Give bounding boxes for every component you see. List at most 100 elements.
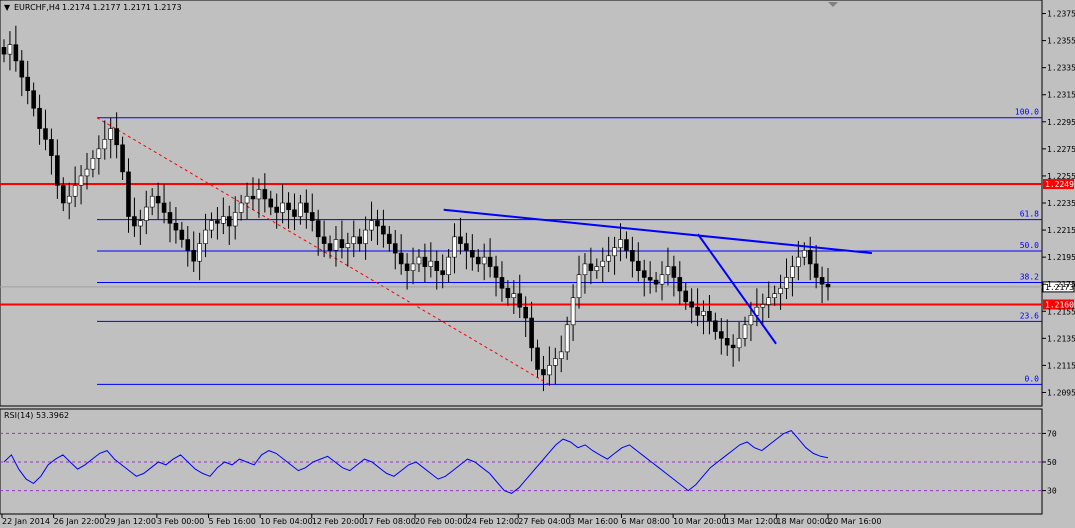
candle-body — [801, 250, 807, 258]
time-tick-label: 3 Mar 16:00 — [570, 517, 618, 526]
time-tick-label: 18 Mar 00:00 — [776, 517, 829, 526]
candle-body — [250, 195, 256, 200]
candle-body — [653, 279, 659, 285]
price-tick-label: 1.2215 — [1047, 226, 1075, 235]
candle-body — [671, 266, 677, 278]
candle-body — [232, 212, 238, 227]
candle-body — [66, 195, 72, 204]
candle-body — [541, 369, 546, 376]
candle-body — [102, 139, 108, 150]
time-tick-label: 10 Mar 20:00 — [673, 517, 726, 526]
candle-body — [7, 44, 13, 55]
time-tick-label: 26 Jan 22:00 — [54, 517, 105, 526]
candle-body — [784, 277, 789, 289]
candle-body — [327, 243, 333, 251]
price-tick-label: 1.2255 — [1047, 172, 1075, 181]
candle-body — [446, 256, 451, 276]
candle-body — [72, 185, 78, 197]
candle-body — [31, 90, 36, 109]
price-panel-bg — [0, 0, 1043, 407]
fib-level-label: 23.6 — [1020, 311, 1039, 320]
rsi-panel-bg — [0, 408, 1043, 515]
candle-body — [511, 293, 517, 299]
time-axis: 22 Jan 2014 26 Jan 22:00 29 Jan 12:00 3 Feb… — [1, 514, 881, 526]
price-tick-label: 1.2115 — [1047, 361, 1075, 370]
fib-level-label: 100.0 — [1015, 108, 1039, 117]
candle-body — [60, 185, 66, 204]
candle-body — [499, 277, 505, 289]
candle-body — [796, 256, 801, 267]
candle-body — [677, 277, 683, 292]
candle-body — [529, 317, 534, 349]
candle-body — [161, 202, 167, 213]
candle-body — [547, 365, 552, 376]
candle-body — [84, 168, 90, 177]
candle-body — [375, 220, 380, 227]
candle-body — [138, 220, 143, 227]
candle-body — [481, 256, 487, 265]
rsi-tick-label: 70 — [1047, 429, 1057, 438]
candle-body — [825, 283, 831, 288]
candle-body — [475, 256, 481, 265]
candle-body — [49, 139, 54, 156]
time-tick-label: 22 Jan 2014 — [2, 517, 50, 526]
level-price-label: 1.2249 — [1045, 180, 1074, 189]
candle-body — [262, 189, 268, 200]
header-arrow[interactable]: ▼ — [4, 3, 11, 12]
chart-ohlc: 1.2174 1.2177 1.2171 1.2173 — [62, 3, 182, 12]
candle-body — [665, 266, 671, 276]
candle-body — [274, 206, 279, 213]
candle-body — [440, 270, 445, 276]
price-tick-label: 1.2175 — [1047, 280, 1075, 289]
price-tick-label: 1.2275 — [1047, 145, 1075, 154]
candle-body — [695, 306, 700, 316]
candle-body — [19, 60, 25, 78]
candle-body — [292, 209, 297, 217]
candle-body — [422, 256, 428, 267]
candle-body — [748, 315, 754, 326]
candle-body — [487, 256, 493, 267]
level-price-tag — [1043, 299, 1074, 310]
candle-body — [582, 263, 588, 276]
candle-body — [398, 252, 404, 265]
candle-body — [606, 255, 611, 262]
candle-body — [191, 250, 196, 262]
candle-body — [1, 47, 7, 55]
time-tick-label: 17 Feb 08:00 — [363, 517, 415, 526]
candle-body — [630, 250, 635, 262]
candle-body — [570, 297, 576, 326]
candle-body — [813, 263, 819, 278]
chart-symbol: EURCHF,H4 — [14, 3, 60, 12]
candle-body — [807, 250, 813, 265]
shift-marker-icon[interactable] — [828, 2, 838, 7]
candle-body — [13, 44, 19, 62]
fib-level-label: 38.2 — [1020, 273, 1039, 282]
current-price-tag — [1042, 281, 1075, 293]
candle-body — [707, 310, 712, 322]
price-tick-label: 1.2355 — [1047, 37, 1075, 46]
candle-body — [351, 236, 357, 244]
candle-body — [268, 198, 274, 208]
time-tick-label: 20 Mar 16:00 — [828, 517, 881, 526]
candle-body — [517, 293, 523, 308]
candle-body — [203, 229, 208, 244]
candle-body — [78, 175, 84, 186]
rsi-title: RSI(14) 53.3962 — [4, 411, 69, 420]
candle-body — [416, 256, 422, 265]
rsi-line — [3, 430, 829, 494]
candle-body — [659, 274, 665, 285]
time-tick-label: 5 Feb 16:00 — [209, 517, 256, 526]
candle-body — [315, 220, 321, 238]
trendline — [697, 233, 777, 345]
candle-body — [647, 277, 653, 281]
candle-body — [701, 310, 706, 316]
price-tick-label: 1.2235 — [1047, 199, 1075, 208]
candle-body — [120, 144, 125, 173]
price-tick-label: 1.2295 — [1047, 118, 1075, 127]
candle-body — [410, 263, 416, 271]
candle-body — [641, 270, 647, 278]
candle-body — [790, 266, 795, 278]
candle-body — [155, 195, 161, 204]
candle-body — [114, 128, 119, 146]
candle-body — [209, 220, 214, 231]
